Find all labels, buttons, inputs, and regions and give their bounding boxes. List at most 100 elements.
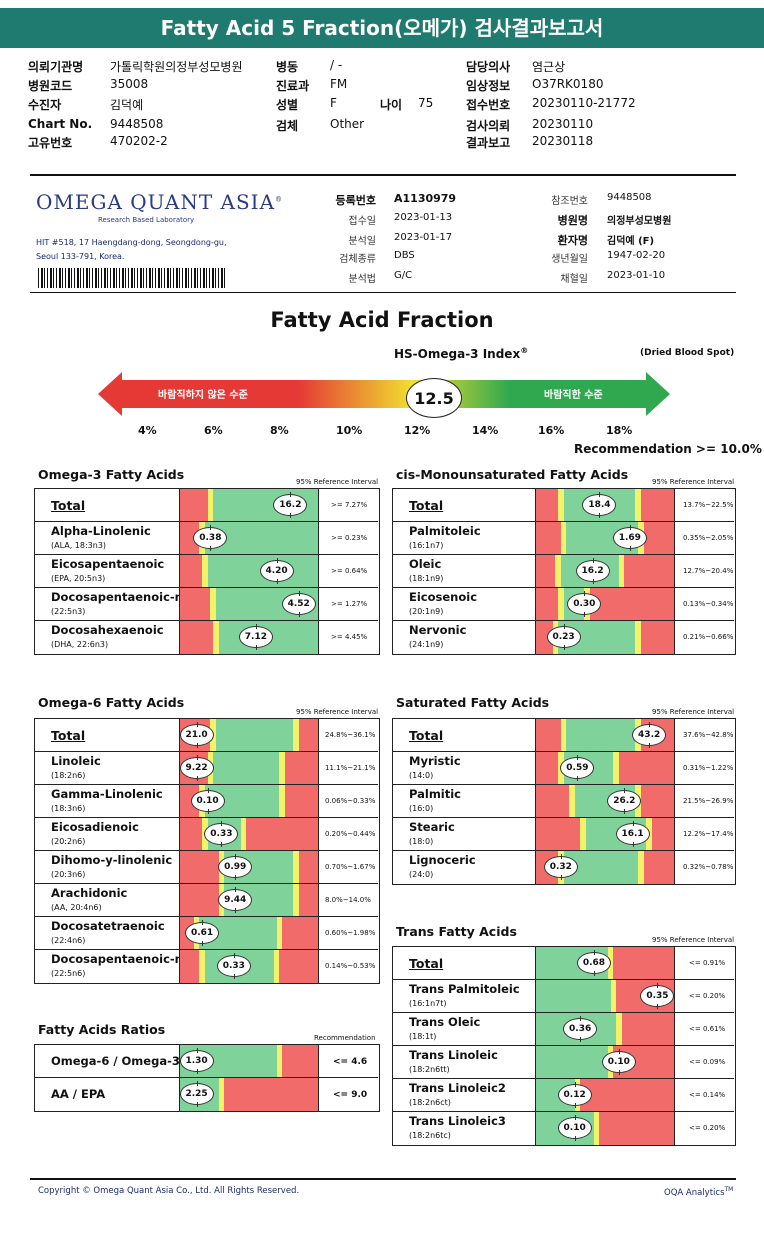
reference-range: 0.13%~0.34% bbox=[683, 599, 734, 608]
patient-field-value: 20230110 bbox=[532, 117, 594, 131]
result-value: 0.68 bbox=[576, 949, 611, 976]
index-tick-label: 8% bbox=[270, 424, 289, 437]
copyright: Copyright © Omega Quant Asia Co., Ltd. A… bbox=[38, 1186, 300, 1196]
result-value: 9.22 bbox=[179, 754, 214, 781]
patient-field-value: 9448508 bbox=[110, 117, 164, 131]
range-segment bbox=[273, 950, 280, 983]
trans-section-title: Trans Fatty Acids bbox=[396, 924, 517, 939]
range-segment bbox=[610, 980, 617, 1012]
range-segment bbox=[580, 1079, 674, 1111]
range-segment bbox=[616, 1013, 622, 1045]
fatty-acid-code: (18:2n6tc) bbox=[409, 1131, 451, 1140]
reference-range: <= 9.0 bbox=[333, 1089, 368, 1100]
range-segment bbox=[536, 489, 559, 521]
reference-range: <= 0.09% bbox=[689, 1057, 726, 1066]
result-value: 0.38 bbox=[193, 524, 228, 551]
table-row: Arachidonic (AA, 20:4n6) 9.44 8.0%~14.0% bbox=[35, 884, 378, 917]
table-row: Eicosadienoic (20:2n6) 0.33 0.20%~0.44% bbox=[35, 818, 378, 851]
reference-range: <= 0.20% bbox=[689, 991, 726, 1000]
registration-label: 접수일 bbox=[348, 216, 376, 227]
registration-label: 분석일 bbox=[348, 236, 376, 247]
ratios-panel: Omega-6 / Omega-3 1.30 <= 4.6 AA / EPA 2.25 <… bbox=[34, 1044, 380, 1112]
reference-range: 0.14%~0.53% bbox=[325, 961, 376, 970]
range-segment bbox=[560, 719, 567, 751]
fatty-acid-code: (DHA, 22:6n3) bbox=[51, 640, 109, 649]
result-bar: 2.25 bbox=[179, 1078, 319, 1111]
result-bar: 0.33 bbox=[179, 950, 319, 983]
patient-field-value: Other bbox=[330, 117, 365, 131]
result-value: 0.23 bbox=[546, 623, 581, 650]
fatty-acid-code: (18:3n6) bbox=[51, 804, 86, 813]
reference-range: 24.8%~36.1% bbox=[325, 730, 376, 739]
fatty-acid-code: (18:2n6ct) bbox=[409, 1098, 451, 1107]
patient-field-label: 담당의사 bbox=[466, 60, 511, 74]
table-row: Oleic (18:1n9) 16.2 12.7%~20.4% bbox=[393, 555, 734, 588]
registration-label: 분석법 bbox=[348, 274, 376, 285]
range-segment bbox=[638, 851, 644, 884]
omega6-panel: Total 21.0 24.8%~36.1% Linoleic (18:2n6) 9.22… bbox=[34, 718, 380, 984]
range-segment bbox=[215, 719, 294, 751]
fatty-acid-code: (16:1n7) bbox=[409, 541, 444, 550]
table-row: Alpha-Linolenic (ALA, 18:3n3) 0.38 >= 0.23% bbox=[35, 522, 378, 555]
fatty-acid-name: Lignoceric bbox=[409, 853, 476, 867]
patient-field-label: 병동 bbox=[276, 60, 299, 74]
patient-field-label: 고유번호 bbox=[28, 136, 73, 150]
range-segment bbox=[240, 818, 247, 850]
reference-interval-header: 95% Reference Interval bbox=[296, 708, 379, 716]
fatty-acid-name: Docosapentaenoic-n3 bbox=[51, 590, 191, 604]
reference-range: 13.7%~22.5% bbox=[683, 500, 734, 509]
result-value: 0.10 bbox=[601, 1048, 636, 1075]
fatty-acid-name: Total bbox=[51, 497, 86, 513]
reference-range: 0.20%~0.44% bbox=[325, 829, 376, 838]
range-segment bbox=[180, 555, 203, 587]
table-row: Trans Oleic (18:1t) 0.36 <= 0.61% bbox=[393, 1013, 734, 1046]
patient-field-label: 접수번호 bbox=[466, 98, 511, 112]
fatty-acid-code: (22:4n6) bbox=[51, 936, 86, 945]
range-segment bbox=[599, 1112, 674, 1145]
fatty-acid-name: Eicosadienoic bbox=[51, 820, 139, 834]
table-row: Linoleic (18:2n6) 9.22 11.1%~21.1% bbox=[35, 752, 378, 785]
range-segment bbox=[293, 851, 299, 883]
range-segment bbox=[293, 719, 299, 751]
omega6-section-title: Omega-6 Fatty Acids bbox=[38, 695, 185, 710]
result-bar: 0.10 bbox=[535, 1112, 675, 1145]
bad-level-label: 바람직하지 않은 수준 bbox=[158, 390, 248, 401]
index-tick-label: 14% bbox=[472, 424, 499, 437]
fatty-acid-name: Omega-6 / Omega-3 bbox=[51, 1053, 180, 1068]
result-value: 43.2 bbox=[632, 721, 667, 748]
index-tick-label: 4% bbox=[138, 424, 157, 437]
table-row: Eicosapentaenoic (EPA, 20:5n3) 4.20 >= 0.64… bbox=[35, 555, 378, 588]
divider-bottom bbox=[30, 1178, 736, 1180]
fatty-acid-code: (18:2n6) bbox=[51, 771, 86, 780]
table-row: Total 43.2 37.6%~42.8% bbox=[393, 719, 734, 752]
omega3-index-title: HS-Omega-3 Index® bbox=[394, 346, 529, 361]
result-value: 16.2 bbox=[273, 491, 308, 518]
result-bar: 0.61 bbox=[179, 917, 319, 949]
result-bar: 0.30 bbox=[535, 588, 675, 620]
registration-label: 참조번호 bbox=[551, 196, 588, 207]
range-segment bbox=[213, 621, 219, 654]
divider-top bbox=[30, 174, 736, 176]
range-segment bbox=[536, 522, 561, 554]
table-row: Docosapentaenoic-n6 (22:5n6) 0.33 0.14%~0.5… bbox=[35, 950, 378, 983]
reference-range: 0.70%~1.67% bbox=[325, 862, 376, 871]
range-segment bbox=[180, 621, 214, 654]
range-segment bbox=[536, 555, 556, 587]
result-value: 0.10 bbox=[557, 1114, 592, 1141]
sat-section-title: Saturated Fatty Acids bbox=[396, 695, 550, 710]
result-value: 16.2 bbox=[575, 557, 610, 584]
result-bar: 4.20 bbox=[179, 555, 319, 587]
range-segment bbox=[593, 1112, 600, 1145]
result-value: 21.0 bbox=[179, 721, 214, 748]
result-bar: 0.68 bbox=[535, 947, 675, 979]
range-segment bbox=[618, 555, 625, 587]
fatty-acid-name: Eicosenoic bbox=[409, 590, 478, 604]
reference-range: >= 7.27% bbox=[331, 500, 368, 509]
reference-range: <= 0.20% bbox=[689, 1123, 726, 1132]
index-tick-label: 6% bbox=[204, 424, 223, 437]
patient-field-value: 20230110-21772 bbox=[532, 96, 636, 110]
reference-interval-header: 95% Reference Interval bbox=[652, 936, 735, 944]
mono-section-title: cis-Monounsaturated Fatty Acids bbox=[396, 467, 629, 482]
omega3-index-value: 12.5 bbox=[406, 378, 462, 418]
result-bar: 43.2 bbox=[535, 719, 675, 751]
